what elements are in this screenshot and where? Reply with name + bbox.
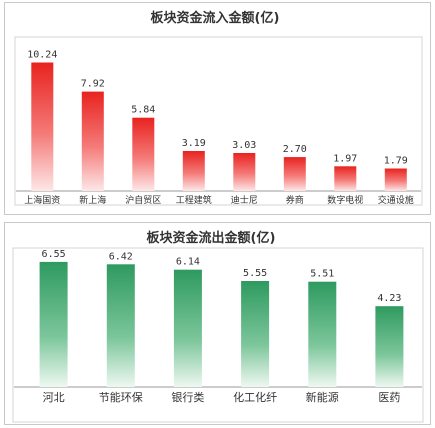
bottom-bar-1	[106, 264, 135, 387]
bottom-bar-2	[173, 269, 202, 387]
inflow-bar-chart: 板块资金流入金额(亿) 10.24 7.92 5.84 3.19 3.03 2.70 1.9…	[14, 10, 423, 206]
top-category-label-0: 上海国资	[24, 194, 60, 206]
bottom-bar-0	[39, 261, 68, 387]
bottom-bar-4	[308, 281, 337, 387]
bottom-category-label-0: 河北	[43, 391, 65, 404]
top-value-label-1: 7.92	[81, 79, 105, 90]
inflow-chart-panel: 板块资金流入金额(亿) 10.24 7.92 5.84 3.19 3.03 2.70 1.9…	[4, 2, 431, 215]
top-value-label-6: 1.97	[333, 153, 357, 164]
outflow-chart-panel: 板块资金流出金额(亿) 6.55 6.42 6.14 5.55 5.51 4.23 河北 节…	[4, 222, 431, 425]
outflow-bar-chart: 板块资金流出金额(亿) 6.55 6.42 6.14 5.55 5.51 4.23 河北 节…	[12, 230, 424, 423]
top-category-label-4: 迪士尼	[231, 194, 258, 206]
bottom-category-label-5: 医药	[378, 391, 400, 404]
bottom-category-label-1: 节能环保	[99, 390, 143, 404]
top-category-label-5: 券商	[286, 194, 304, 206]
top-category-label-1: 新上海	[79, 194, 106, 206]
top-category-label-6: 数字电视	[327, 194, 363, 206]
bottom-value-label-5: 4.23	[377, 293, 401, 304]
bottom-category-label-2: 银行类	[171, 390, 204, 404]
bottom-bar-3	[241, 281, 270, 387]
top-value-label-5: 2.70	[283, 144, 307, 155]
bottom-value-label-1: 6.42	[109, 251, 133, 262]
top-bar-6	[334, 166, 357, 191]
top-category-label-7: 交通设施	[378, 194, 414, 206]
outflow-plot-frame	[12, 247, 424, 423]
top-bar-7	[384, 168, 407, 191]
top-value-label-3: 3.19	[182, 138, 206, 149]
bottom-value-label-4: 5.51	[310, 269, 334, 280]
top-value-label-7: 1.79	[384, 156, 408, 167]
top-bar-2	[132, 117, 155, 191]
bottom-value-label-3: 5.55	[243, 268, 267, 279]
outflow-chart-title: 板块资金流出金额(亿)	[147, 230, 276, 246]
top-bar-1	[81, 91, 104, 191]
bottom-category-label-3: 化工化纤	[233, 390, 277, 404]
inflow-chart-title: 板块资金流入金额(亿)	[151, 10, 280, 26]
top-value-label-4: 3.03	[232, 140, 256, 151]
top-category-label-3: 工程建筑	[176, 194, 212, 206]
top-bar-4	[233, 153, 256, 191]
top-value-label-0: 10.24	[27, 50, 57, 61]
bottom-value-label-2: 6.14	[176, 257, 200, 268]
top-bar-5	[283, 157, 306, 191]
bottom-category-label-4: 新能源	[306, 390, 339, 404]
top-bar-3	[182, 151, 205, 191]
top-category-label-2: 沪自贸区	[125, 194, 161, 206]
top-value-label-2: 5.84	[131, 105, 155, 116]
bottom-bar-5	[375, 306, 404, 387]
inflow-plot-frame	[14, 36, 423, 206]
top-bar-0	[31, 62, 54, 191]
bottom-value-label-0: 6.55	[42, 249, 66, 260]
